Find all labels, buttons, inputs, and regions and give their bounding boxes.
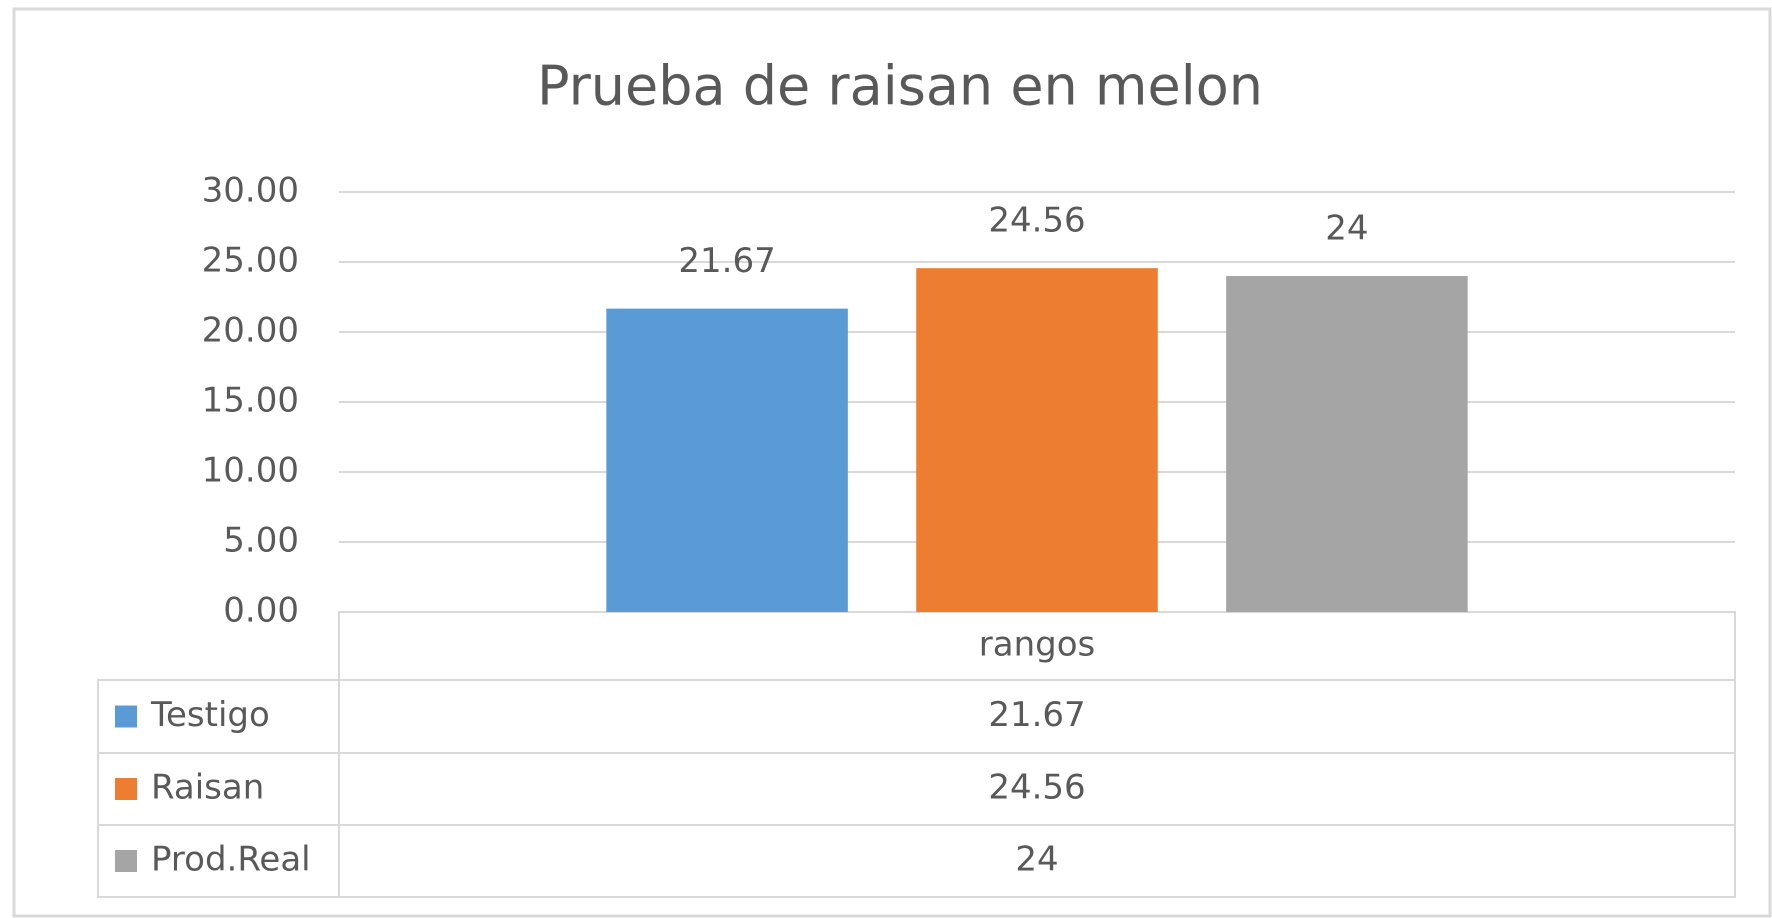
y-tick-label: 20.00 [202,311,299,351]
y-tick-label: 0.00 [223,591,299,631]
data-label: 21.67 [678,241,775,281]
y-tick-label: 30.00 [202,171,299,211]
data-label: 24 [1325,209,1368,249]
legend-label: Testigo [150,695,270,735]
legend-swatch [115,778,137,800]
chart-title: Prueba de raisan en melon [537,55,1263,118]
bar [916,268,1158,612]
y-tick-label: 5.00 [223,521,299,561]
y-tick-label: 25.00 [202,241,299,281]
table-value: 24.56 [988,768,1085,808]
table-row [97,824,1736,898]
legend-swatch [115,705,137,728]
y-tick-label: 15.00 [202,381,299,421]
legend-label: Raisan [151,768,264,808]
x-tick-label: rangos [979,625,1095,665]
legend-swatch [115,850,137,872]
bar [606,308,848,612]
table-value: 21.67 [988,695,1085,735]
bar [1226,276,1468,612]
table-value: 24 [1015,840,1058,880]
chart-border [12,7,1772,918]
legend-label: Prod.Real [151,840,311,880]
data-label: 24.56 [988,201,1085,241]
y-tick-label: 10.00 [202,451,299,491]
